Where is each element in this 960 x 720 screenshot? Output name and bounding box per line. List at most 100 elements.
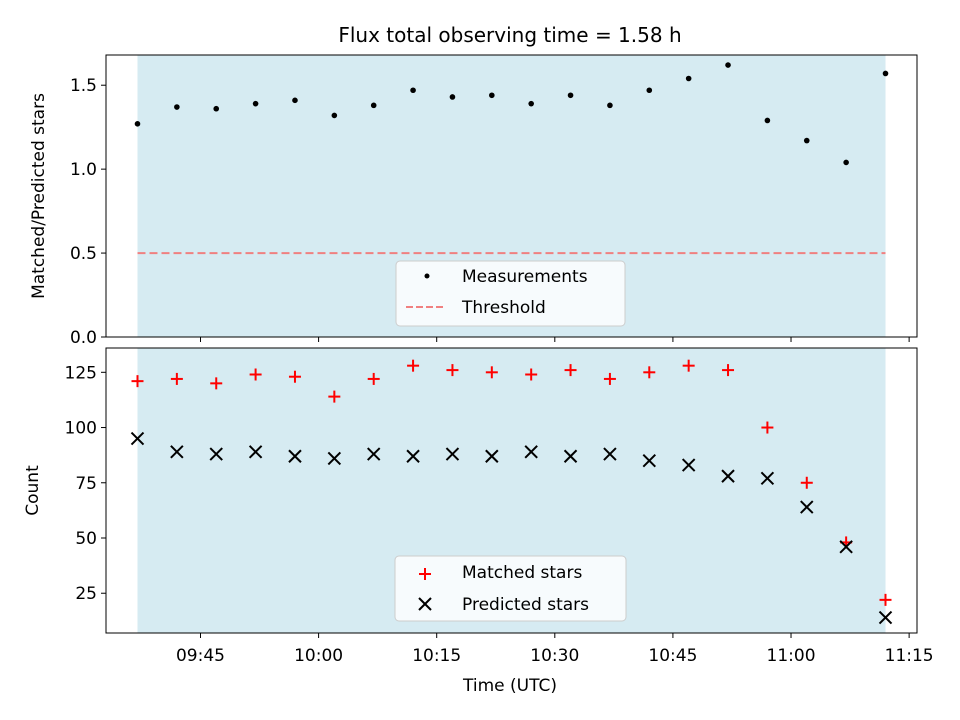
measurement-point — [607, 102, 613, 109]
measurement-point — [843, 159, 849, 166]
matched-star-point — [210, 377, 223, 390]
predicted-star-point — [563, 449, 578, 463]
matched-star-point — [564, 364, 577, 377]
predicted-star-point — [681, 458, 696, 472]
predicted-star-point — [485, 449, 499, 463]
legend-matched-label: Matched stars — [462, 563, 582, 583]
count-y-tick-label: 100 — [65, 419, 97, 439]
count-axes-frame — [105, 347, 918, 634]
matched-star-point — [485, 366, 498, 379]
matched-star-point — [446, 364, 459, 377]
measurement-point — [646, 87, 653, 94]
ratio-x-ticks — [199, 337, 910, 342]
predicted-star-point — [327, 451, 342, 466]
ratio-y-tick-label: 1.5 — [70, 76, 97, 96]
predicted-star-point — [878, 610, 893, 625]
count-y-tick-label: 125 — [65, 363, 97, 383]
matched-star-point — [288, 370, 301, 383]
legend-predicted-label: Predicted stars — [462, 595, 589, 615]
ratio-y-axis-label: Matched/Predicted stars — [29, 93, 49, 299]
measurement-point — [685, 75, 692, 82]
measurement-point — [725, 62, 731, 68]
matched-star-point — [879, 593, 892, 606]
count-legend: Matched stars Predicted stars — [394, 555, 627, 622]
ratio-y-tick-label: 0.5 — [70, 244, 97, 264]
ratio-legend-box — [395, 260, 626, 327]
matched-star-point — [407, 359, 420, 372]
matched-star-point — [722, 364, 735, 377]
matched-star-point — [643, 366, 656, 379]
measurement-point — [252, 100, 259, 107]
count-y-tick-label: 50 — [75, 529, 97, 549]
count-x-tick-label: 10:45 — [648, 646, 697, 666]
ratio-axes-frame — [105, 54, 918, 338]
measurement-point — [764, 117, 771, 124]
measurement-point — [528, 100, 534, 107]
measurement-point — [803, 137, 810, 144]
predicted-star-point — [130, 431, 145, 446]
count-panel: 25 50 75 100 125 09:45 10:00 10:15 10:30 10:45 11… — [23, 347, 934, 696]
matched-star-point — [367, 372, 380, 385]
matched-star-point — [603, 372, 616, 385]
predicted-star-point — [642, 453, 656, 468]
matched-star-point — [249, 368, 262, 381]
measurement-point — [331, 112, 338, 119]
matched-star-point — [131, 375, 144, 388]
measurement-point — [213, 105, 220, 112]
matched-star-point — [328, 390, 341, 403]
measurement-point — [134, 121, 141, 127]
predicted-star-point — [603, 447, 617, 461]
legend-measurements-label: Measurements — [462, 267, 588, 287]
predicted-star-point — [721, 469, 735, 483]
count-x-tick-label: 10:00 — [294, 646, 343, 666]
predicted-star-point — [209, 447, 223, 461]
predicted-star-point — [367, 447, 381, 461]
predicted-star-point — [445, 447, 460, 461]
ratio-y-ticks: 0.0 0.5 1.0 1.5 — [70, 76, 106, 348]
x-axis-label: Time (UTC) — [462, 676, 557, 696]
ratio-y-tick-label: 0.0 — [70, 328, 97, 348]
predicted-star-point — [288, 449, 302, 463]
matched-star-point — [800, 476, 813, 489]
count-y-axis-label: Count — [23, 465, 43, 516]
measurement-point — [882, 70, 889, 77]
count-y-tick-label: 25 — [75, 584, 97, 604]
count-x-ticks: 09:45 10:00 10:15 10:30 10:45 11:00 11:15 — [176, 633, 934, 666]
measurement-point — [410, 87, 416, 94]
legend-threshold-label: Threshold — [461, 298, 546, 318]
measurement-point — [489, 92, 495, 99]
count-y-tick-label: 75 — [75, 474, 97, 494]
measurement-point — [174, 104, 180, 110]
measurement-point — [449, 94, 456, 100]
predicted-star-point — [406, 449, 420, 463]
count-x-tick-label: 11:15 — [885, 646, 934, 666]
predicted-star-point — [800, 500, 814, 514]
count-x-tick-label: 09:45 — [176, 646, 225, 666]
measurement-point — [370, 102, 377, 109]
legend-measurements-marker — [424, 273, 430, 279]
count-points — [130, 359, 893, 625]
count-y-ticks: 25 50 75 100 125 — [65, 363, 106, 604]
ratio-y-tick-label: 1.0 — [70, 160, 97, 180]
predicted-star-point — [248, 445, 263, 459]
legend-matched-marker — [419, 568, 431, 580]
chart-title: Flux total observing time = 1.58 h — [338, 23, 681, 47]
count-x-tick-label: 11:00 — [767, 646, 816, 666]
count-x-tick-label: 10:15 — [412, 646, 461, 666]
predicted-star-point — [524, 445, 538, 459]
predicted-star-point — [839, 540, 853, 554]
predicted-star-point — [760, 471, 775, 486]
matched-star-point — [525, 368, 538, 381]
legend-predicted-marker — [418, 597, 432, 611]
ratio-legend: Measurements Threshold — [395, 260, 626, 327]
predicted-star-point — [170, 445, 184, 459]
count-legend-box — [394, 555, 627, 622]
matched-star-point — [682, 359, 695, 372]
matched-star-point — [170, 372, 183, 385]
measurement-point — [567, 92, 574, 99]
matched-star-point — [761, 421, 774, 434]
ratio-panel: 0.0 0.5 1.0 1.5 Matched/Predicted stars Mea… — [29, 54, 918, 348]
measurement-points — [134, 62, 889, 166]
measurement-point — [292, 97, 298, 104]
